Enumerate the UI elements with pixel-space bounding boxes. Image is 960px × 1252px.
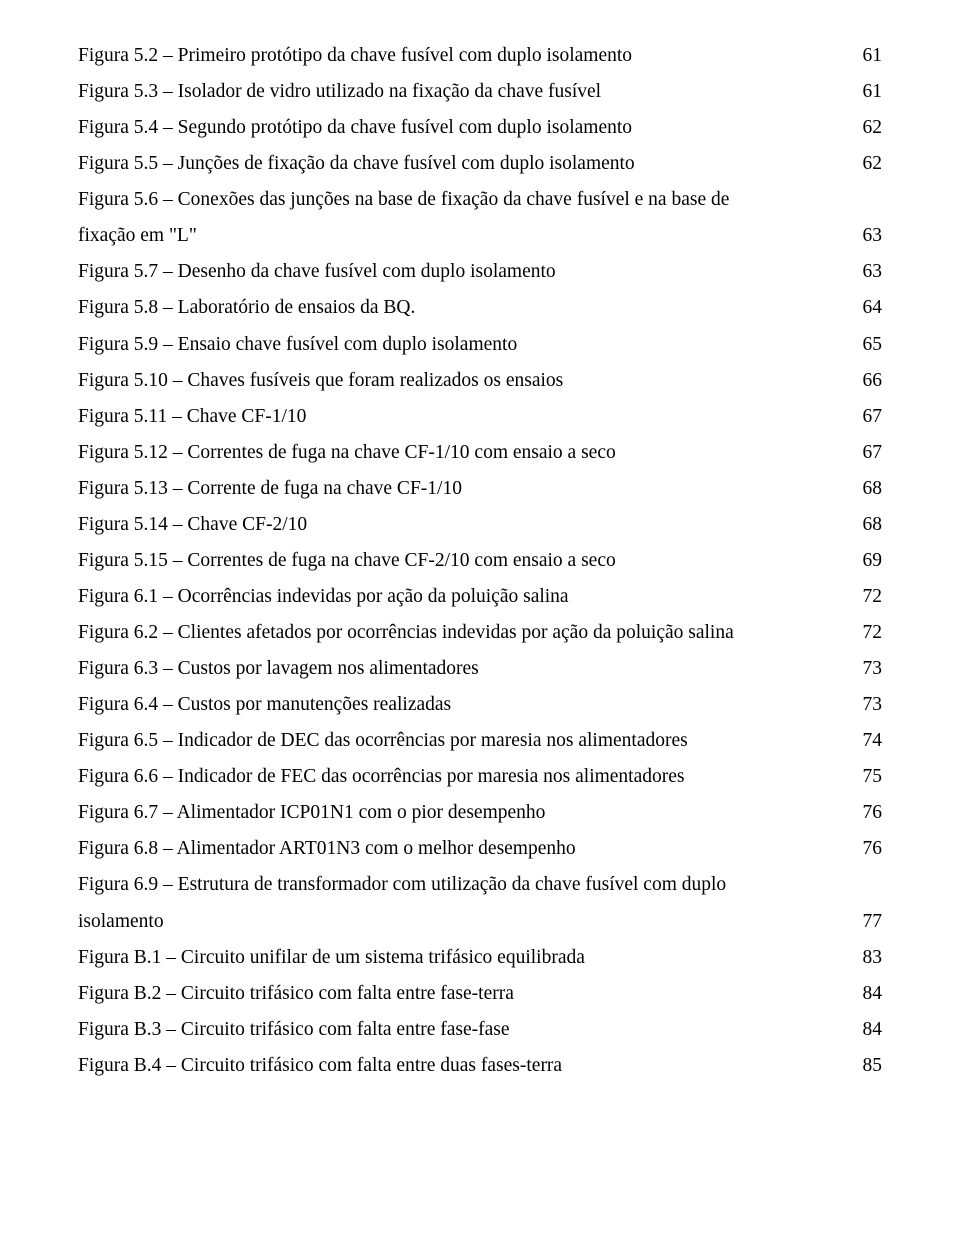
lof-entry: isolamento 77 [78, 904, 882, 940]
lof-label: Figura B.1 – Circuito unifilar de um sis… [78, 940, 585, 976]
lof-entry: Figura 6.4 – Custos por manutenções real… [78, 687, 882, 723]
lof-label: Figura 5.11 – Chave CF-1/10 [78, 399, 306, 435]
lof-page: 64 [861, 290, 883, 326]
lof-entry: Figura 5.5 – Junções de fixação da chave… [78, 146, 882, 182]
lof-label: Figura 5.9 – Ensaio chave fusível com du… [78, 327, 517, 363]
lof-label: Figura 5.2 – Primeiro protótipo da chave… [78, 38, 632, 74]
lof-entry: Figura 6.6 – Indicador de FEC das ocorrê… [78, 759, 882, 795]
lof-entry: Figura B.1 – Circuito unifilar de um sis… [78, 940, 882, 976]
lof-label: Figura 6.7 – Alimentador ICP01N1 com o p… [78, 795, 545, 831]
lof-entry: Figura 5.4 – Segundo protótipo da chave … [78, 110, 882, 146]
lof-page: 62 [861, 146, 883, 182]
lof-page: 85 [861, 1048, 883, 1084]
lof-entry: Figura 6.3 – Custos por lavagem nos alim… [78, 651, 882, 687]
lof-label: Figura 6.2 – Clientes afetados por ocorr… [78, 615, 734, 651]
lof-entry: Figura 6.5 – Indicador de DEC das ocorrê… [78, 723, 882, 759]
lof-entry: Figura 6.1 – Ocorrências indevidas por a… [78, 579, 882, 615]
lof-label: Figura 5.14 – Chave CF-2/10 [78, 507, 307, 543]
lof-entry: Figura 6.2 – Clientes afetados por ocorr… [78, 615, 882, 651]
lof-label: Figura B.4 – Circuito trifásico com falt… [78, 1048, 562, 1084]
lof-entry: Figura 5.15 – Correntes de fuga na chave… [78, 543, 882, 579]
lof-page: 67 [861, 399, 883, 435]
lof-entry: Figura 5.8 – Laboratório de ensaios da B… [78, 290, 882, 326]
lof-page: 65 [861, 327, 883, 363]
lof-label: Figura 5.4 – Segundo protótipo da chave … [78, 110, 632, 146]
lof-page: 76 [861, 795, 883, 831]
lof-label: Figura 5.7 – Desenho da chave fusível co… [78, 254, 556, 290]
lof-label: isolamento [78, 904, 164, 940]
lof-page: 77 [861, 904, 883, 940]
lof-label: Figura 6.4 – Custos por manutenções real… [78, 687, 451, 723]
lof-page: 61 [861, 74, 883, 110]
lof-label: Figura 5.10 – Chaves fusíveis que foram … [78, 363, 563, 399]
lof-entry: Figura 5.6 – Conexões das junções na bas… [78, 182, 882, 218]
lof-page: 68 [861, 471, 883, 507]
lof-page: 76 [861, 831, 883, 867]
lof-entry: Figura 5.14 – Chave CF-2/10 68 [78, 507, 882, 543]
lof-entry: Figura B.3 – Circuito trifásico com falt… [78, 1012, 882, 1048]
lof-label: Figura 6.6 – Indicador de FEC das ocorrê… [78, 759, 685, 795]
lof-entry: Figura 5.2 – Primeiro protótipo da chave… [78, 38, 882, 74]
lof-page: 63 [861, 254, 883, 290]
lof-label: Figura 6.3 – Custos por lavagem nos alim… [78, 651, 479, 687]
lof-page: 84 [861, 976, 883, 1012]
lof-page: 74 [861, 723, 883, 759]
lof-page: 72 [861, 579, 883, 615]
lof-entry: Figura 5.7 – Desenho da chave fusível co… [78, 254, 882, 290]
lof-label: Figura 6.5 – Indicador de DEC das ocorrê… [78, 723, 688, 759]
lof-entry: Figura 5.13 – Corrente de fuga na chave … [78, 471, 882, 507]
lof-entry: Figura 5.3 – Isolador de vidro utilizado… [78, 74, 882, 110]
lof-label: Figura B.2 – Circuito trifásico com falt… [78, 976, 514, 1012]
lof-label: Figura 5.13 – Corrente de fuga na chave … [78, 471, 462, 507]
lof-entry: Figura 6.8 – Alimentador ART01N3 com o m… [78, 831, 882, 867]
list-of-figures: Figura 5.2 – Primeiro protótipo da chave… [0, 0, 960, 1124]
lof-entry: Figura B.4 – Circuito trifásico com falt… [78, 1048, 882, 1084]
lof-entry: Figura 6.7 – Alimentador ICP01N1 com o p… [78, 795, 882, 831]
lof-label: Figura 6.9 – Estrutura de transformador … [78, 867, 726, 903]
lof-label: Figura 5.3 – Isolador de vidro utilizado… [78, 74, 601, 110]
lof-label: Figura 5.6 – Conexões das junções na bas… [78, 182, 729, 218]
lof-label: fixação em "L" [78, 218, 197, 254]
lof-entry: fixação em "L" 63 [78, 218, 882, 254]
lof-entry: Figura 5.10 – Chaves fusíveis que foram … [78, 363, 882, 399]
lof-label: Figura B.3 – Circuito trifásico com falt… [78, 1012, 510, 1048]
lof-page: 84 [861, 1012, 883, 1048]
lof-page: 68 [861, 507, 883, 543]
lof-label: Figura 5.5 – Junções de fixação da chave… [78, 146, 635, 182]
lof-page: 62 [861, 110, 883, 146]
lof-entry: Figura 5.9 – Ensaio chave fusível com du… [78, 327, 882, 363]
lof-entry: Figura 5.11 – Chave CF-1/10 67 [78, 399, 882, 435]
lof-page: 69 [861, 543, 883, 579]
lof-entry: Figura B.2 – Circuito trifásico com falt… [78, 976, 882, 1012]
lof-label: Figura 6.8 – Alimentador ART01N3 com o m… [78, 831, 576, 867]
lof-page: 63 [861, 218, 883, 254]
lof-page: 73 [861, 687, 883, 723]
lof-page: 73 [861, 651, 883, 687]
lof-page: 66 [861, 363, 883, 399]
lof-entry: Figura 6.9 – Estrutura de transformador … [78, 867, 882, 903]
lof-label: Figura 5.8 – Laboratório de ensaios da B… [78, 290, 415, 326]
lof-page: 72 [861, 615, 883, 651]
lof-label: Figura 6.1 – Ocorrências indevidas por a… [78, 579, 569, 615]
lof-page: 83 [861, 940, 883, 976]
lof-page: 67 [861, 435, 883, 471]
lof-page: 75 [861, 759, 883, 795]
lof-page: 61 [861, 38, 883, 74]
lof-entry: Figura 5.12 – Correntes de fuga na chave… [78, 435, 882, 471]
lof-label: Figura 5.15 – Correntes de fuga na chave… [78, 543, 616, 579]
lof-label: Figura 5.12 – Correntes de fuga na chave… [78, 435, 616, 471]
